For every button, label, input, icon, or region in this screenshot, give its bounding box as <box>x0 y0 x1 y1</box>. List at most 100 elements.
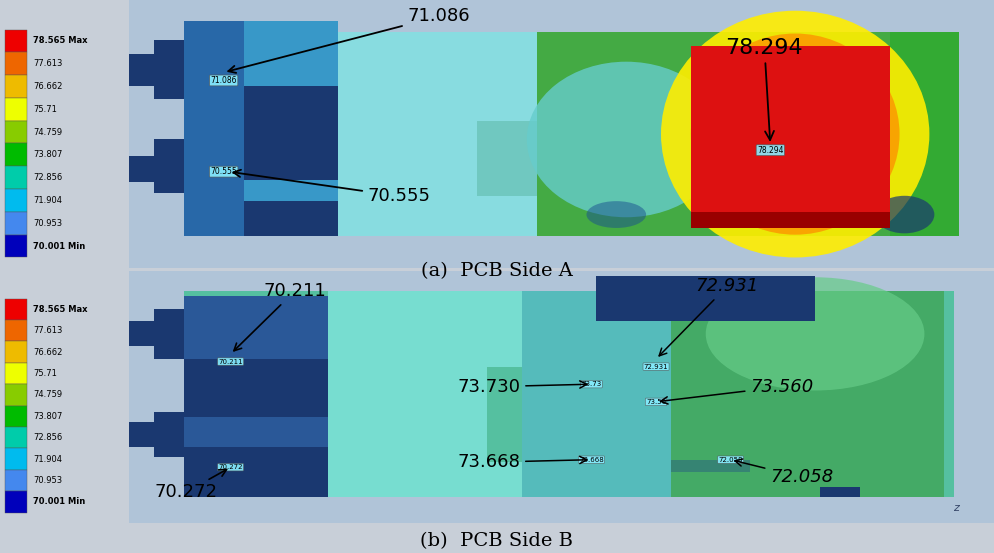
Bar <box>338 32 477 236</box>
Text: 70.001 Min: 70.001 Min <box>33 497 85 507</box>
Bar <box>5 427 27 448</box>
Bar <box>467 462 522 498</box>
Bar <box>129 54 189 86</box>
Bar <box>184 296 328 359</box>
Bar <box>129 0 994 268</box>
Bar <box>5 75 27 98</box>
Bar <box>328 291 487 498</box>
Text: 73.56: 73.56 <box>646 399 666 405</box>
Ellipse shape <box>875 196 934 233</box>
Text: 70.001 Min: 70.001 Min <box>33 242 85 251</box>
Bar <box>184 32 959 236</box>
Bar <box>596 276 815 321</box>
Bar <box>5 384 27 405</box>
Bar <box>129 271 994 523</box>
Text: z: z <box>953 503 959 513</box>
Bar <box>5 189 27 212</box>
Bar <box>5 320 27 341</box>
Bar <box>5 121 27 143</box>
Bar <box>5 53 27 75</box>
Text: 73.560: 73.560 <box>660 378 814 404</box>
Bar <box>184 296 328 392</box>
Ellipse shape <box>706 277 924 390</box>
Text: 75.71: 75.71 <box>33 369 57 378</box>
Text: 70.555: 70.555 <box>211 167 237 176</box>
Bar <box>5 363 27 384</box>
Bar <box>691 45 890 228</box>
Text: 71.086: 71.086 <box>229 7 470 73</box>
Bar <box>5 143 27 166</box>
Bar <box>671 460 750 472</box>
Text: 72.058: 72.058 <box>735 459 834 486</box>
Text: 78.294: 78.294 <box>757 145 783 155</box>
Text: 71.086: 71.086 <box>211 76 237 85</box>
Text: 70.272: 70.272 <box>219 464 243 470</box>
Ellipse shape <box>691 34 900 234</box>
Text: 72.856: 72.856 <box>33 173 62 182</box>
Text: 73.668: 73.668 <box>457 453 586 471</box>
Bar <box>5 491 27 513</box>
Bar <box>5 299 27 320</box>
Bar <box>184 417 328 447</box>
Text: 78.565 Max: 78.565 Max <box>33 305 87 314</box>
Text: 70.211: 70.211 <box>234 282 326 351</box>
Text: 72.931: 72.931 <box>659 277 759 356</box>
Bar <box>154 40 184 99</box>
Text: 77.613: 77.613 <box>33 326 63 335</box>
Text: (b)  PCB Side B: (b) PCB Side B <box>420 532 574 550</box>
Bar <box>467 291 522 367</box>
Bar <box>5 166 27 189</box>
Text: 73.807: 73.807 <box>33 150 63 159</box>
Bar <box>522 291 671 498</box>
Text: 70.953: 70.953 <box>33 219 62 228</box>
Text: 70.555: 70.555 <box>234 170 430 205</box>
Bar <box>129 422 189 447</box>
Bar <box>5 234 27 258</box>
Bar <box>184 139 338 236</box>
Text: 71.904: 71.904 <box>33 196 62 205</box>
Text: 70.272: 70.272 <box>154 469 227 502</box>
Bar <box>184 291 954 498</box>
Text: 77.613: 77.613 <box>33 59 63 68</box>
Text: 78.565 Max: 78.565 Max <box>33 36 87 45</box>
Bar <box>184 22 244 139</box>
Ellipse shape <box>586 201 646 228</box>
Bar <box>184 22 338 139</box>
Text: 74.759: 74.759 <box>33 128 62 137</box>
Bar <box>154 139 184 193</box>
Text: 73.807: 73.807 <box>33 412 63 421</box>
Bar <box>184 22 338 86</box>
Bar <box>537 32 944 236</box>
Bar <box>457 196 537 236</box>
Bar <box>5 29 27 53</box>
Bar <box>184 392 328 498</box>
Bar <box>5 98 27 121</box>
Bar <box>5 448 27 469</box>
Bar <box>5 212 27 234</box>
Text: 71.904: 71.904 <box>33 455 62 463</box>
Text: 73.668: 73.668 <box>580 457 603 463</box>
Text: (a)  PCB Side A: (a) PCB Side A <box>421 262 573 280</box>
Bar <box>820 487 860 498</box>
Text: 70.953: 70.953 <box>33 476 62 485</box>
Text: 73.73: 73.73 <box>581 381 601 387</box>
Bar <box>671 291 944 498</box>
Text: 73.730: 73.730 <box>457 378 586 396</box>
Text: 75.71: 75.71 <box>33 105 57 114</box>
Text: 72.856: 72.856 <box>33 433 62 442</box>
Text: 78.294: 78.294 <box>726 38 803 140</box>
Text: 70.211: 70.211 <box>219 358 243 364</box>
Text: 72.931: 72.931 <box>644 363 668 369</box>
Text: 72.058: 72.058 <box>719 457 743 463</box>
Text: 76.662: 76.662 <box>33 348 63 357</box>
Bar <box>184 139 244 236</box>
Bar <box>154 412 184 457</box>
Bar <box>129 155 189 182</box>
Ellipse shape <box>527 62 726 217</box>
Bar <box>184 180 338 201</box>
Bar <box>154 309 184 359</box>
Text: 76.662: 76.662 <box>33 82 63 91</box>
Bar <box>457 32 537 121</box>
Bar <box>5 405 27 427</box>
Bar <box>890 32 959 236</box>
